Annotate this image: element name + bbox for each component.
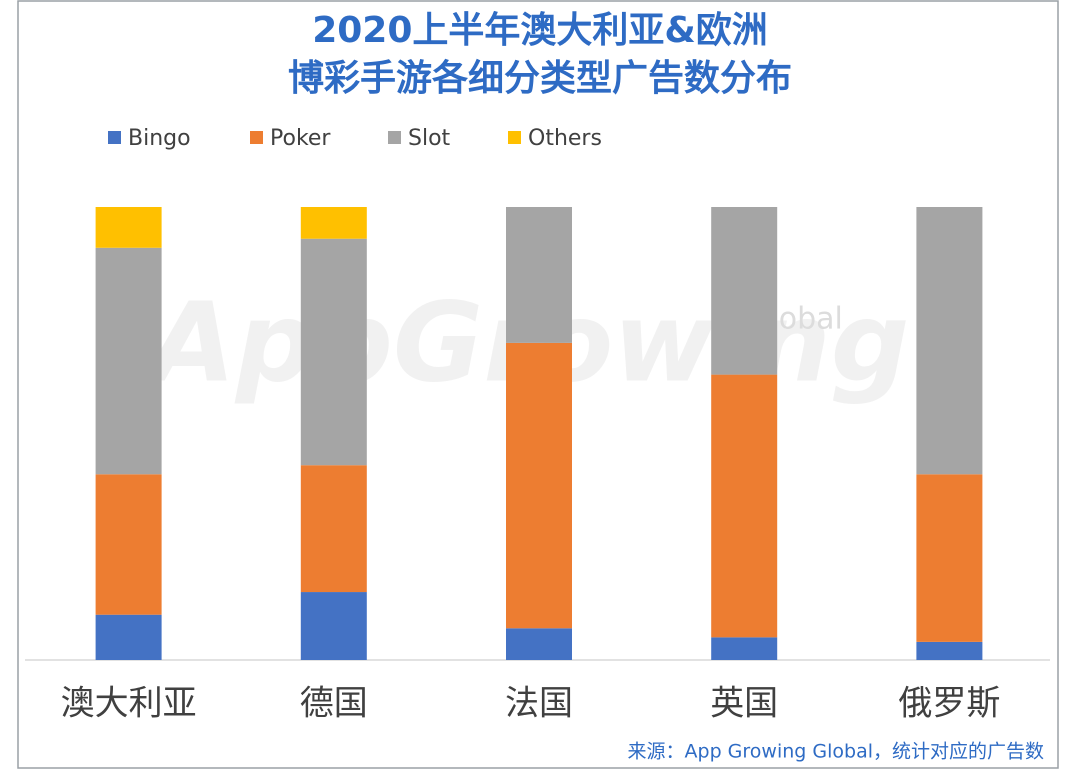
chart-title: 博彩手游各细分类型广告数分布	[288, 58, 792, 99]
bar-segment	[95, 474, 162, 615]
bar-segment	[711, 207, 778, 375]
bar-segment	[711, 374, 778, 638]
bar-segment	[506, 207, 572, 343]
x-tick-label: 澳大利亚	[61, 684, 197, 724]
bar-segment	[95, 614, 162, 660]
source-note: 来源：App Growing Global，统计对应的广告数	[628, 741, 1044, 763]
bar-segment	[506, 342, 572, 629]
bar-segment	[95, 207, 162, 248]
x-tick-label: 法国	[505, 684, 573, 724]
bar-segment	[916, 641, 983, 660]
bar-segment	[300, 592, 367, 660]
legend-label: Poker	[270, 126, 331, 151]
legend-swatch	[388, 131, 401, 144]
bar-segment	[300, 238, 367, 466]
bar-segment	[916, 207, 983, 475]
legend-label: Slot	[408, 126, 451, 151]
legend-label: Others	[528, 126, 602, 151]
bar-segment	[300, 465, 367, 593]
legend-swatch	[508, 131, 521, 144]
x-tick-label: 德国	[300, 684, 368, 724]
bar-segment	[506, 628, 572, 660]
x-tick-label: 俄罗斯	[898, 684, 1000, 724]
x-tick-label: 英国	[710, 684, 778, 724]
bar-segment	[95, 247, 162, 475]
bar-segment	[300, 207, 367, 239]
bar-segment	[916, 474, 983, 642]
chart-title: 2020上半年澳大利亚&欧洲	[312, 10, 768, 51]
legend-label: Bingo	[128, 126, 191, 151]
bar-segment	[711, 637, 778, 660]
legend-swatch	[108, 131, 121, 144]
legend-swatch	[250, 131, 263, 144]
